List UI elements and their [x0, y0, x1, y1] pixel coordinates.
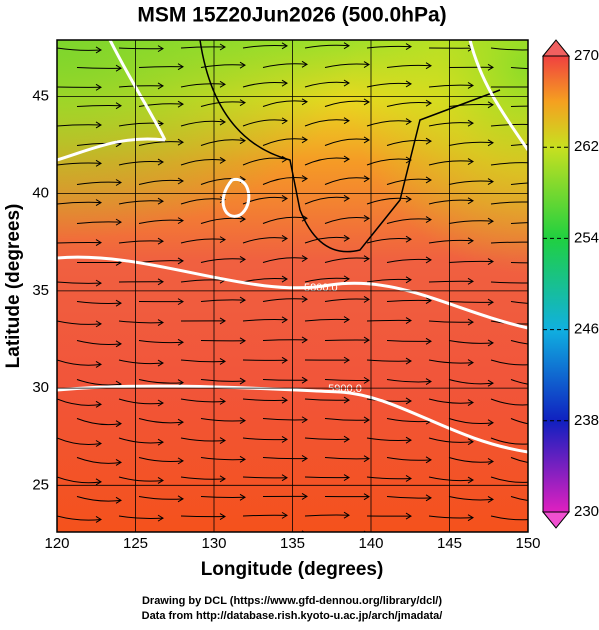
contour-label: 5800.0: [304, 282, 338, 294]
colorbar-tick-label: 262: [574, 138, 599, 155]
y-tick-label: 35: [32, 282, 49, 299]
x-tick-label: 140: [358, 535, 383, 552]
y-tick-label: 25: [32, 476, 49, 493]
colorbar-tick-label: 254: [574, 229, 599, 246]
colorbar-tick-label: 246: [574, 321, 599, 338]
colorbar: [543, 56, 569, 512]
colorbar-extend: [543, 40, 569, 56]
y-axis-label: Latitude (degrees): [3, 204, 24, 369]
colorbar-tick-label: 230: [574, 503, 599, 520]
streamline-arrow: [530, 84, 535, 90]
colorbar-extend: [543, 512, 569, 528]
streamline-arrow: [178, 533, 183, 539]
streamline-arrow: [530, 361, 535, 367]
contour-label: 5900.0: [328, 383, 362, 395]
streamline-arrow: [530, 516, 535, 522]
x-tick-label: 150: [515, 535, 540, 552]
streamline-arrow: [530, 160, 535, 166]
streamline-arrow: [530, 280, 535, 286]
footer-text: Drawing by DCL (https://www.gfd-dennou.o…: [142, 595, 442, 607]
streamline-arrow: [550, 535, 555, 541]
footer-text: Data from http://database.rish.kyoto-u.a…: [142, 610, 443, 622]
x-tick-label: 135: [280, 535, 305, 552]
streamline-arrow: [488, 534, 493, 540]
x-tick-label: 125: [123, 535, 148, 552]
streamline-arrow: [426, 532, 431, 538]
streamline: [181, 516, 225, 517]
x-tick-label: 145: [437, 535, 462, 552]
y-tick-label: 30: [32, 379, 49, 396]
x-tick-label: 130: [201, 535, 226, 552]
colorbar-tick-label: 270: [574, 47, 599, 64]
streamline-arrow: [530, 199, 535, 205]
streamline-arrow: [530, 321, 535, 327]
y-tick-label: 40: [32, 185, 49, 202]
title: MSM 15Z20Jun2026 (500.0hPa): [137, 4, 446, 27]
y-tick-label: 45: [32, 87, 49, 104]
streamline-arrow: [530, 239, 535, 245]
streamline-arrow: [530, 440, 535, 446]
streamline-arrow: [530, 47, 535, 53]
streamline-arrow: [530, 401, 535, 407]
streamline-arrow: [530, 122, 535, 128]
streamline: [77, 536, 121, 539]
streamline-arrow: [530, 479, 535, 485]
streamline-arrow: [116, 535, 121, 541]
streamline: [367, 320, 411, 321]
x-tick-label: 120: [44, 535, 69, 552]
colorbar-tick-label: 238: [574, 412, 599, 429]
x-axis-label: Longitude (degrees): [201, 559, 384, 580]
